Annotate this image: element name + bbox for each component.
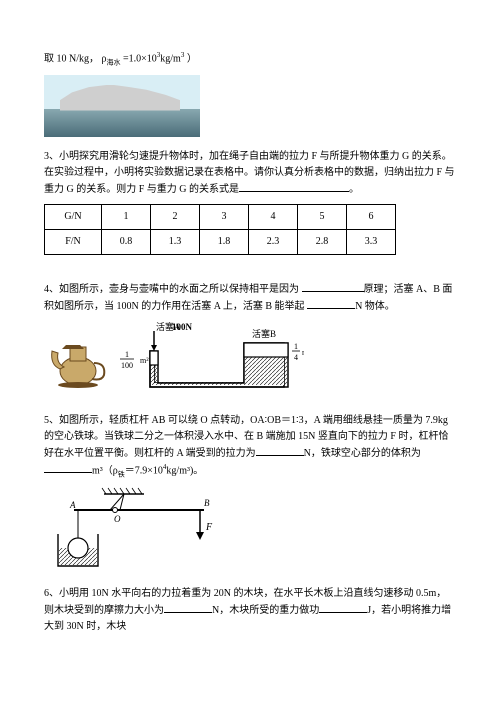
cell: 3: [200, 204, 249, 229]
cell: 2: [151, 204, 200, 229]
q4-blank-1: [302, 281, 364, 292]
q6-blank-1: [164, 602, 212, 613]
cell: 5: [298, 204, 347, 229]
table-row: G/N 1 2 3 4 5 6: [45, 204, 396, 229]
cell: 2.3: [249, 229, 298, 254]
q4-blank-2: [307, 298, 355, 309]
q5-para: 5、如图所示，轻质杠杆 AB 可以绕 O 点转动，OA∶OB＝1∶3，A 端用细…: [44, 413, 456, 481]
cell: 3.3: [347, 229, 396, 254]
q4-text-a: 如图所示，壶身与壶嘴中的水面之所以保持相平是因为: [59, 284, 302, 295]
q5-num: 5、: [44, 415, 59, 426]
cell: 4: [249, 204, 298, 229]
q5-text-c: m³（ρ: [92, 465, 118, 476]
q3-num: 3、: [44, 151, 59, 162]
cell: 1.8: [200, 229, 249, 254]
q3-blank: [239, 181, 349, 192]
header-close: ）: [184, 53, 197, 64]
cell-g-label: G/N: [45, 204, 102, 229]
q3-para: 3、小明探究用滑轮匀速提升物体时，加在绳子自由端的拉力 F 与所提升物体重力 G…: [44, 149, 456, 198]
q5-text-b: N，铁球空心部分的体积为: [304, 448, 421, 459]
frac-a-unit: m²: [140, 356, 149, 365]
svg-text:F: F: [205, 522, 213, 533]
q3-period: 。: [349, 184, 359, 195]
header-line: 取 10 N/kg， ρ海水 =1.0×103kg/m3 ）: [44, 50, 456, 69]
frac-a-top: 1: [125, 350, 129, 359]
teapot-icon: [52, 345, 105, 388]
q3-table: G/N 1 2 3 4 5 6 F/N 0.8 1.3 1.8 2.3 2.8 …: [44, 204, 396, 255]
cell: 2.8: [298, 229, 347, 254]
frac-b-top: 1: [294, 342, 298, 351]
svg-text:A: A: [69, 500, 76, 510]
q5-figure: A O B F: [44, 486, 456, 572]
label-piston-b: 活塞B: [252, 328, 276, 339]
q6-num: 6、: [44, 588, 59, 599]
frac-b-unit: m²: [302, 348, 304, 357]
frac-b-bot: 4: [294, 353, 298, 362]
q4-num: 4、: [44, 284, 59, 295]
svg-text:B: B: [204, 498, 210, 508]
hydraulic-diagram: [150, 331, 288, 387]
q4-para: 4、如图所示，壶身与壶嘴中的水面之所以保持相平是因为 原理；活塞 A、B 面积如…: [44, 281, 456, 315]
q5-sub-fe: 铁: [118, 470, 125, 478]
cell-f-label: F/N: [45, 229, 102, 254]
header-sub: 海水: [107, 58, 121, 66]
table-row: F/N 0.8 1.3 1.8 2.3 2.8 3.3: [45, 229, 396, 254]
q5-text-d: ＝7.9×10: [125, 465, 163, 476]
q4-text-c: N 物体。: [355, 301, 395, 312]
header-text: 取 10 N/kg， ρ: [44, 53, 107, 64]
cell: 6: [347, 204, 396, 229]
q5-blank-1: [256, 445, 304, 456]
q6-text-b: N，木块所受的重力做功: [212, 605, 319, 616]
cell: 1: [102, 204, 151, 229]
q6-para: 6、小明用 10N 水平向右的力拉着重为 20N 的木块，在水平长木板上沿直线匀…: [44, 586, 456, 635]
frac-a-bot: 100: [121, 361, 133, 370]
q4-figure: 活塞A 100N 活塞B 1 100 m² 1 4 m²: [44, 321, 456, 399]
header-unit: kg/m: [160, 53, 181, 64]
cell: 0.8: [102, 229, 151, 254]
q6-blank-2: [319, 602, 367, 613]
q5-svg: A O B F: [44, 486, 224, 572]
cell: 1.3: [151, 229, 200, 254]
svg-text:O: O: [114, 514, 121, 524]
label-100n: 100N: [172, 322, 193, 332]
q5-blank-2: [44, 462, 92, 473]
ship-image: [44, 75, 200, 137]
q5-text-e: kg/m³)。: [166, 465, 203, 476]
q4-svg: 活塞A 100N 活塞B 1 100 m² 1 4 m²: [44, 321, 304, 399]
header-eq-prefix: =1.0×10: [123, 53, 157, 64]
